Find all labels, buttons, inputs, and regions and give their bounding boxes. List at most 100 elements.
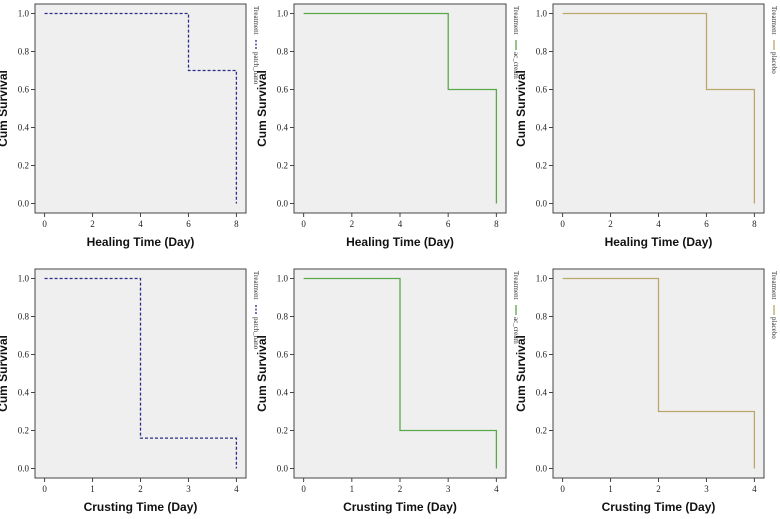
x-tick-label: 0 <box>560 484 565 494</box>
y-tick-label: 0.4 <box>536 123 548 133</box>
chart-panel-6: 0 1 2 3 4 0.0 0.2 0.4 0.6 0.8 1.0 Crusting Time (Da… <box>514 268 778 514</box>
y-tick-label: 0.8 <box>536 47 548 57</box>
legend-entry: ac_cream <box>512 317 520 344</box>
x-tick-label: 6 <box>446 219 451 229</box>
y-tick-label: 0.6 <box>536 350 548 360</box>
y-tick-label: 0.4 <box>18 123 30 133</box>
y-tick-label: 1.0 <box>536 9 548 19</box>
y-axis-title: Cum Survival <box>514 335 528 412</box>
x-tick-label: 2 <box>656 484 661 494</box>
legend-ac-cream: Treatment ac_cream <box>512 6 520 79</box>
y-axis-title: Cum Survival <box>0 335 10 412</box>
y-tick-label: 0.2 <box>18 426 29 436</box>
x-tick-label: 2 <box>350 219 355 229</box>
y-tick-label: 0.2 <box>277 161 288 171</box>
y-tick-label: 1.0 <box>536 274 548 284</box>
y-axis-title: Cum Survival <box>255 70 269 147</box>
x-axis-title: Crusting Time (Day) <box>84 500 198 514</box>
x-tick-label: 3 <box>186 484 191 494</box>
legend-entry: patch_nano <box>252 52 260 85</box>
y-tick-label: 1.0 <box>18 274 30 284</box>
y-tick-label: 0.8 <box>536 312 548 322</box>
x-tick-label: 4 <box>494 484 499 494</box>
x-tick-label: 8 <box>752 219 757 229</box>
legend-title: Treatment <box>512 271 520 300</box>
x-tick-label: 8 <box>494 219 499 229</box>
legend-entry: patch_nano <box>252 317 260 350</box>
y-tick-label: 0.6 <box>277 350 289 360</box>
x-tick-label: 4 <box>656 219 661 229</box>
x-tick-label: 6 <box>186 219 191 229</box>
y-tick-label: 0.6 <box>277 85 289 95</box>
x-tick-label: 0 <box>560 219 565 229</box>
plot-area <box>293 3 507 214</box>
legend-title: Treatment <box>770 6 778 35</box>
y-tick-label: 0.0 <box>18 464 30 474</box>
y-tick-label: 0.2 <box>18 161 29 171</box>
y-tick-label: 0.0 <box>18 199 30 209</box>
x-tick-label: 2 <box>138 484 143 494</box>
legend-entry: ac_cream <box>512 52 520 79</box>
x-axis-title: Crusting Time (Day) <box>343 500 457 514</box>
y-tick-label: 0.8 <box>18 312 30 322</box>
x-tick-label: 3 <box>446 484 451 494</box>
x-tick-label: 1 <box>90 484 95 494</box>
y-tick-label: 0.4 <box>536 388 548 398</box>
y-tick-label: 0.0 <box>277 464 289 474</box>
x-tick-label: 3 <box>704 484 709 494</box>
x-tick-label: 4 <box>398 219 403 229</box>
x-axis-title: Healing Time (Day) <box>346 235 454 249</box>
x-tick-label: 0 <box>301 219 306 229</box>
x-tick-label: 1 <box>608 484 613 494</box>
y-tick-label: 0.2 <box>536 161 547 171</box>
legend-title: Treatment <box>512 6 520 35</box>
y-tick-label: 1.0 <box>277 9 289 19</box>
y-tick-label: 0.8 <box>277 47 289 57</box>
y-tick-label: 0.8 <box>277 312 289 322</box>
survival-curve-placebo <box>562 277 756 469</box>
x-tick-label: 0 <box>42 484 47 494</box>
legend-placebo: Treatment placebo <box>770 271 778 339</box>
legend-entry: placebo <box>770 317 778 339</box>
legend-title: Treatment <box>770 271 778 300</box>
y-axis-title: Cum Survival <box>255 335 269 412</box>
x-axis-title: Healing Time (Day) <box>605 235 713 249</box>
x-tick-label: 2 <box>608 219 613 229</box>
y-tick-label: 0.4 <box>277 388 289 398</box>
y-tick-label: 0.0 <box>536 464 548 474</box>
y-tick-label: 0.4 <box>18 388 30 398</box>
chart-panel-4: 0 1 2 3 4 0.0 0.2 0.4 0.6 0.8 1.0 Crusting Time (Da… <box>0 268 260 514</box>
x-tick-label: 6 <box>704 219 709 229</box>
x-tick-label: 1 <box>350 484 355 494</box>
y-tick-label: 0.6 <box>536 85 548 95</box>
survival-curve-patch-nano <box>44 12 238 204</box>
y-tick-label: 0.4 <box>277 123 289 133</box>
survival-curve-ac-cream <box>303 277 498 469</box>
y-tick-label: 0.8 <box>18 47 30 57</box>
legend-title: Treatment <box>252 6 260 35</box>
x-tick-label: 0 <box>301 484 306 494</box>
chart-panel-1: 0 2 4 6 8 0.0 0.2 0.4 0.6 0.8 1.0 Healing Time (Day… <box>0 3 260 249</box>
y-tick-label: 0.0 <box>277 199 289 209</box>
y-axis-title: Cum Survival <box>514 70 528 147</box>
y-tick-label: 0.0 <box>536 199 548 209</box>
x-tick-label: 2 <box>90 219 95 229</box>
survival-curve-ac-cream <box>303 12 498 204</box>
legend-ac-cream: Treatment ac_cream <box>512 271 520 344</box>
x-tick-label: 4 <box>752 484 757 494</box>
x-tick-label: 8 <box>234 219 239 229</box>
x-axis-title: Crusting Time (Day) <box>602 500 716 514</box>
plot-area <box>34 3 247 214</box>
chart-panel-2: 0 2 4 6 8 0.0 0.2 0.4 0.6 0.8 1.0 Healing Time (Day… <box>255 3 520 249</box>
x-axis-title: Healing Time (Day) <box>87 235 195 249</box>
x-tick-label: 4 <box>234 484 239 494</box>
plot-area <box>552 3 765 214</box>
legend-placebo: Treatment placebo <box>770 6 778 74</box>
y-tick-label: 0.6 <box>18 350 30 360</box>
y-tick-label: 1.0 <box>18 9 30 19</box>
x-tick-label: 0 <box>42 219 47 229</box>
y-tick-label: 1.0 <box>277 274 289 284</box>
y-tick-label: 0.6 <box>18 85 30 95</box>
y-axis-title: Cum Survival <box>0 70 10 147</box>
